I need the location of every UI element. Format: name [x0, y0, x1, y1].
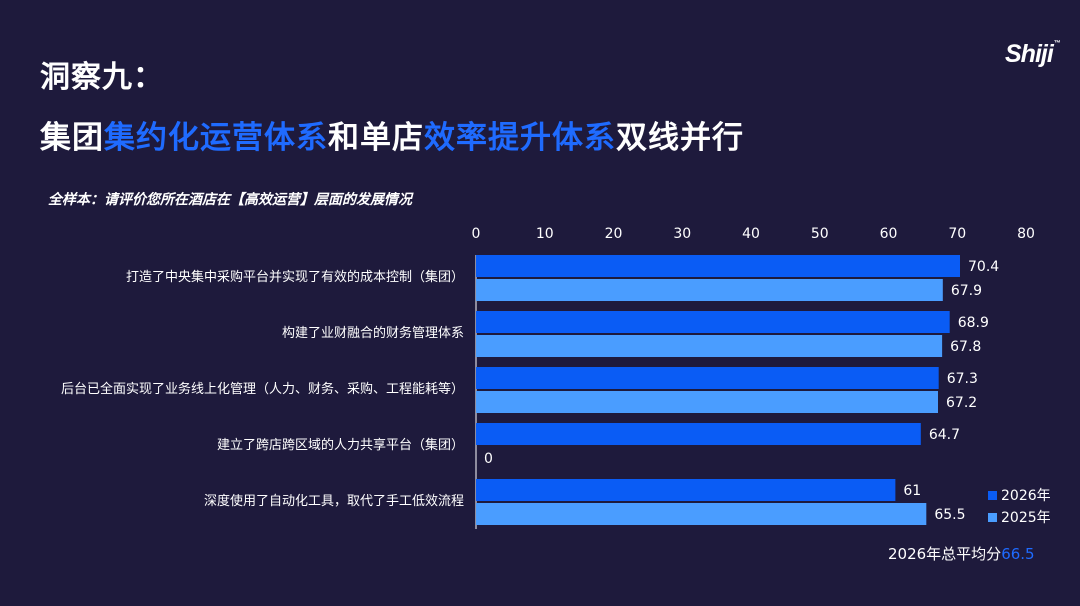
category-label: 后台已全面实现了业务线上化管理（人力、财务、采购、工程能耗等）	[61, 381, 464, 397]
legend: 2026年 2025年	[988, 488, 1051, 526]
data-label: 67.8	[950, 339, 981, 355]
category-labels: 打造了中央集中采购平台并实现了有效的成本控制（集团） 构建了业财融合的财务管理体系…	[61, 269, 464, 509]
subtitle-part-5: 双线并行	[616, 120, 744, 156]
x-tick-label: 10	[536, 226, 554, 242]
category-label: 构建了业财融合的财务管理体系	[282, 325, 464, 341]
bar-2025	[476, 335, 943, 357]
survey-question: 全样本：请评价您所在酒店在【高效运营】层面的发展情况	[48, 192, 412, 208]
x-tick-label: 50	[811, 226, 829, 242]
bars	[476, 255, 960, 525]
category-label: 打造了中央集中采购平台并实现了有效的成本控制（集团）	[126, 269, 464, 285]
shiji-logo: Shiji™	[1005, 40, 1061, 68]
subtitle-part-4: 效率提升体系	[424, 120, 616, 156]
bar-2026	[476, 311, 950, 333]
bar-2026	[476, 479, 896, 501]
x-axis-ticks: 0 10 20 30 40 50 60 70 80	[472, 226, 1035, 242]
data-label: 64.7	[929, 427, 960, 443]
x-tick-label: 80	[1017, 226, 1035, 242]
slide-subtitle: 集团集约化运营体系和单店效率提升体系双线并行	[40, 112, 744, 157]
x-tick-label: 60	[880, 226, 898, 242]
x-tick-label: 30	[673, 226, 691, 242]
legend-label: 2026年	[1001, 488, 1051, 504]
subtitle-part-1: 集团	[40, 120, 104, 156]
category-label: 建立了跨店跨区域的人力共享平台（集团）	[217, 437, 464, 453]
legend-swatch-2026	[988, 491, 997, 500]
x-tick-label: 20	[605, 226, 623, 242]
bar-2025	[476, 503, 927, 525]
bar-2025	[476, 279, 943, 301]
data-label: 67.3	[947, 371, 978, 387]
subtitle-part-3: 和单店	[328, 120, 424, 156]
data-label: 0	[484, 451, 493, 467]
data-label: 61	[903, 483, 921, 499]
slide-title: 洞察九：	[40, 60, 164, 95]
x-tick-label: 0	[472, 226, 481, 242]
bar-2026	[476, 255, 960, 277]
legend-label: 2025年	[1001, 510, 1051, 526]
x-tick-label: 70	[948, 226, 966, 242]
average-score: 2026年总平均分66.5	[888, 543, 1035, 564]
x-tick-label: 40	[742, 226, 760, 242]
bar-2026	[476, 367, 939, 389]
category-label: 深度使用了自动化工具，取代了手工低效流程	[204, 493, 464, 509]
average-value: 66.5	[1001, 545, 1035, 563]
value-labels: 70.4 67.9 68.9 67.8 67.3 67.2 64.7 0 61 65.5	[484, 259, 999, 523]
data-label: 65.5	[934, 507, 965, 523]
data-label: 67.9	[951, 283, 982, 299]
data-label: 68.9	[958, 315, 989, 331]
bar-2026	[476, 423, 921, 445]
legend-swatch-2025	[988, 513, 997, 522]
bar-2025	[476, 391, 938, 413]
data-label: 70.4	[968, 259, 999, 275]
subtitle-part-2: 集约化运营体系	[104, 120, 328, 156]
data-label: 67.2	[946, 395, 977, 411]
average-label: 2026年总平均分	[888, 545, 1002, 563]
